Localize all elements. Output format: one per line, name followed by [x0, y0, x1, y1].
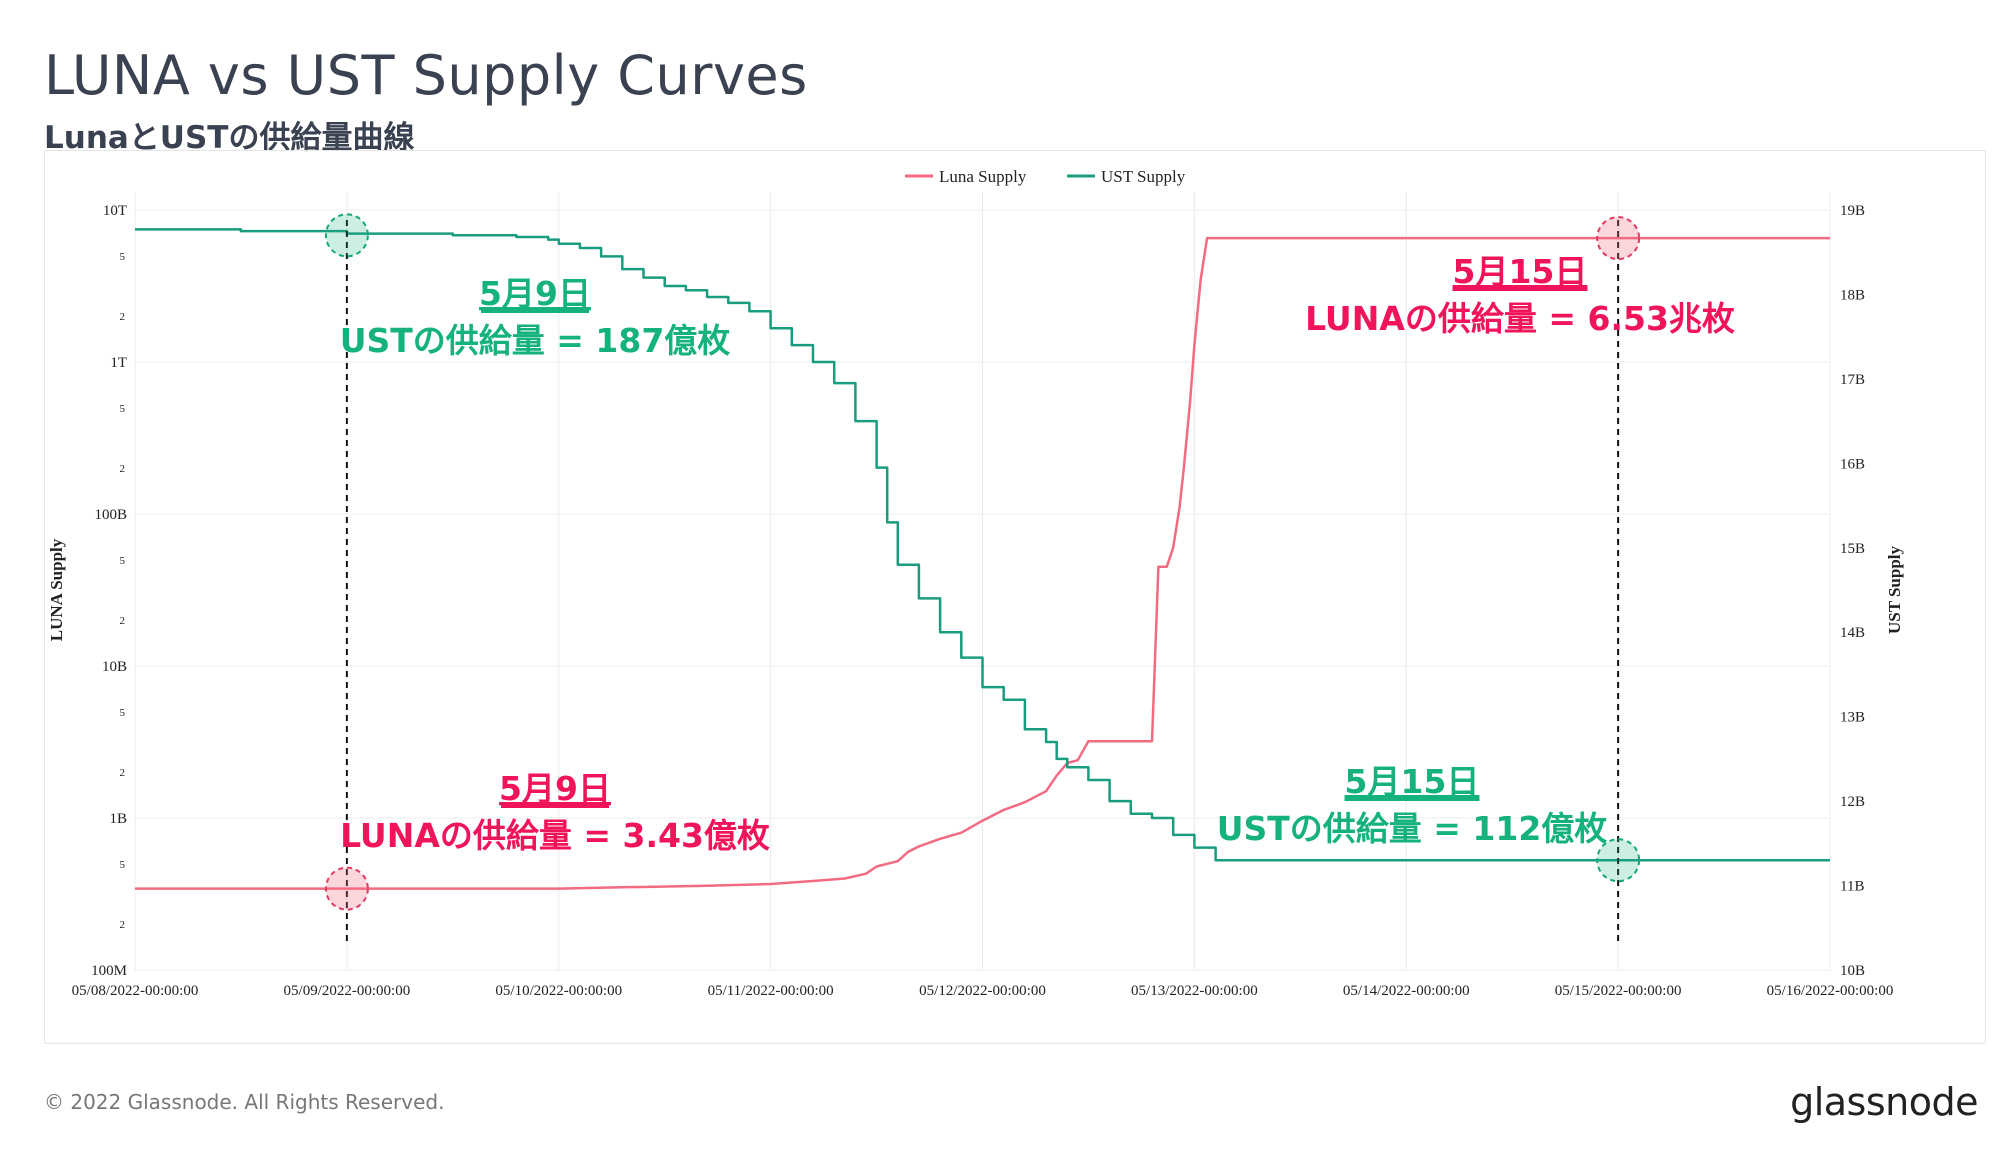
left-minor-tick-label: 5	[120, 403, 126, 415]
series-lines	[135, 228, 1830, 890]
annotation-text-luna-may15: LUNAの供給量 = 6.53兆枚	[1305, 299, 1735, 338]
right-tick-label: 14B	[1840, 625, 1865, 641]
x-tick-label: 05/11/2022-00:00:00	[708, 983, 834, 999]
left-minor-tick-label: 5	[120, 859, 126, 871]
right-tick-label: 17B	[1840, 372, 1865, 388]
luna-highlight-point	[1596, 216, 1641, 261]
legend-luna-label[interactable]: Luna Supply	[939, 167, 1027, 186]
annotation-date-luna-may15: 5月15日	[1453, 252, 1588, 291]
right-tick-label: 18B	[1840, 287, 1865, 303]
x-tick-label: 05/14/2022-00:00:00	[1343, 983, 1470, 999]
right-tick-label: 11B	[1840, 879, 1864, 895]
annotation-text-luna-may9: LUNAの供給量 = 3.43億枚	[340, 816, 770, 855]
left-minor-tick-label: 5	[120, 251, 126, 263]
glassnode-logo: glassnode	[1790, 1080, 1978, 1124]
left-minor-tick-label: 2	[120, 615, 126, 627]
x-axis: 05/08/2022-00:00:00 05/09/2022-00:00:00 05…	[72, 983, 1894, 999]
annotation-underline	[501, 805, 609, 808]
x-tick-label: 05/15/2022-00:00:00	[1555, 983, 1682, 999]
ust-highlight-point	[324, 213, 369, 258]
x-tick-label: 05/10/2022-00:00:00	[495, 983, 622, 999]
left-tick-label: 10T	[103, 203, 127, 219]
legend-ust-label[interactable]: UST Supply	[1101, 167, 1186, 186]
left-tick-label: 1T	[110, 355, 127, 371]
left-tick-label: 1B	[109, 811, 127, 827]
x-tick-label: 05/13/2022-00:00:00	[1131, 983, 1258, 999]
right-tick-label: 15B	[1840, 541, 1865, 557]
left-minor-tick-label: 2	[120, 767, 126, 779]
annotation-text-ust-may15: USTの供給量 = 112億枚	[1217, 809, 1608, 848]
left-tick-label: 100M	[91, 963, 127, 979]
annotations: 5月9日 USTの供給量 = 187億枚 5月15日 LUNAの供給量 = 6.53兆…	[340, 252, 1735, 855]
x-tick-label: 05/09/2022-00:00:00	[284, 983, 411, 999]
right-tick-label: 19B	[1840, 203, 1865, 219]
x-tick-label: 05/08/2022-00:00:00	[72, 983, 199, 999]
ust-highlight-point	[1596, 838, 1641, 883]
copyright-text: © 2022 Glassnode. All Rights Reserved.	[44, 1090, 445, 1114]
right-axis: 10B 11B 12B 13B 14B 15B 16B 17B 18B 19B UST Supply	[1840, 203, 1904, 979]
page-title: LUNA vs UST Supply Curves	[44, 44, 808, 107]
x-tick-label: 05/12/2022-00:00:00	[919, 983, 1046, 999]
annotation-date-ust-may9: 5月9日	[479, 274, 591, 313]
ust-supply-line	[135, 228, 1830, 862]
left-axis: 100M 1B 10B 100B 1T 10T 2 5 2 5 2 5 2 5 2 5 LUNA Supply	[47, 203, 127, 979]
right-axis-title: UST Supply	[1885, 545, 1904, 634]
annotation-underline	[1344, 798, 1480, 801]
annotation-underline	[481, 310, 589, 313]
annotation-underline	[1452, 288, 1588, 291]
left-minor-tick-label: 2	[120, 463, 126, 475]
right-tick-label: 13B	[1840, 710, 1865, 726]
left-tick-label: 100B	[94, 507, 127, 523]
chart-panel	[44, 150, 1986, 1044]
highlight-points	[324, 213, 1641, 911]
annotation-date-luna-may9: 5月9日	[499, 769, 611, 808]
left-minor-tick-label: 2	[120, 311, 126, 323]
luna-supply-line	[135, 236, 1830, 890]
right-tick-label: 10B	[1840, 963, 1865, 979]
x-tick-label: 05/16/2022-00:00:00	[1767, 983, 1894, 999]
luna-highlight-point	[324, 866, 369, 911]
left-axis-title: LUNA Supply	[47, 538, 66, 641]
grid-lines	[134, 192, 1831, 971]
left-minor-tick-label: 5	[120, 555, 126, 567]
right-tick-label: 12B	[1840, 794, 1865, 810]
left-minor-tick-label: 2	[120, 919, 126, 931]
annotation-text-ust-may9: USTの供給量 = 187億枚	[340, 321, 731, 360]
legend[interactable]: Luna Supply UST Supply	[905, 167, 1186, 186]
left-tick-label: 10B	[102, 659, 127, 675]
left-minor-tick-label: 5	[120, 707, 126, 719]
right-tick-label: 16B	[1840, 456, 1865, 472]
annotation-date-ust-may15: 5月15日	[1345, 762, 1480, 801]
